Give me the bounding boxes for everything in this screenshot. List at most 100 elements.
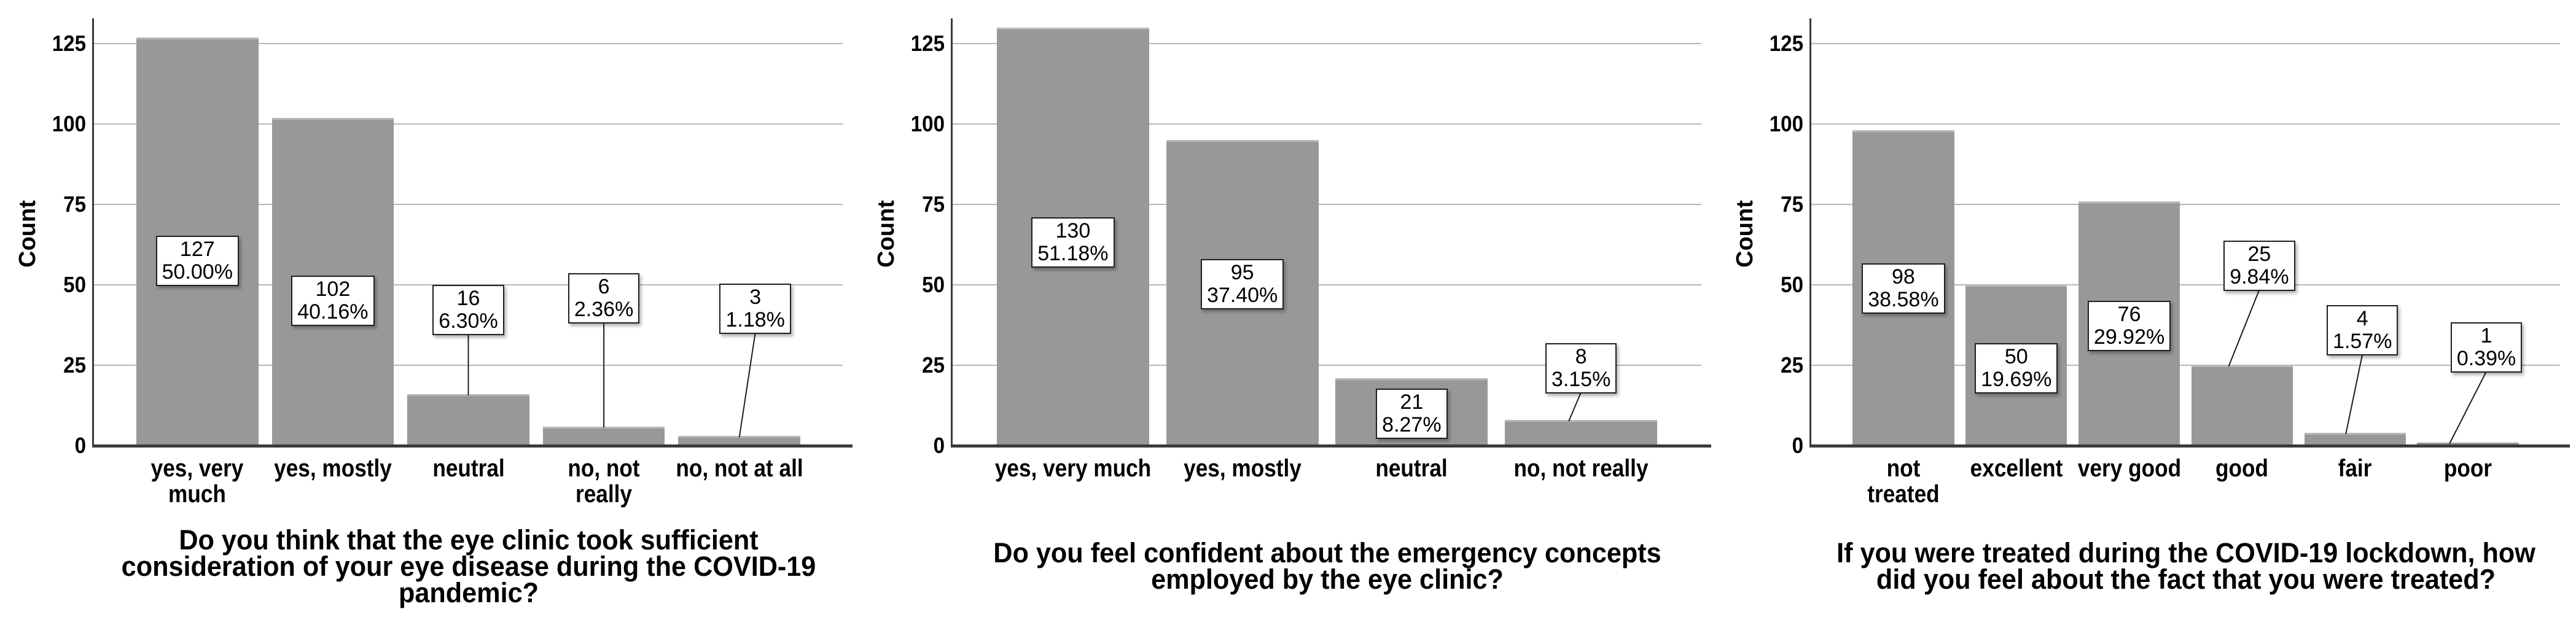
- value-count: 6: [598, 275, 610, 298]
- gridline: [94, 204, 843, 205]
- value-percent: 29.92%: [2093, 325, 2165, 349]
- x-category-label: yes, very much: [93, 455, 302, 507]
- value-count: 4: [2356, 307, 2368, 330]
- gridline: [953, 204, 1701, 205]
- bar: [2304, 433, 2406, 446]
- chart-panel-2: Count 0 25 50 75 100 125 130 51.18% 95 37.40% 21 8.2…: [859, 0, 1717, 628]
- x-category-label: yes, mostly: [228, 455, 437, 481]
- value-label: 102 40.16%: [265, 276, 400, 326]
- x-category-label: very good: [2025, 455, 2234, 481]
- value-label: 76 29.92%: [2062, 301, 2197, 351]
- x-category-line: very good: [2077, 455, 2181, 482]
- y-tick-label: 75: [922, 192, 945, 217]
- y-axis-line: [951, 18, 953, 448]
- value-percent: 50.00%: [162, 260, 233, 284]
- value-label: 8 3.15%: [1513, 343, 1649, 393]
- x-axis-line: [953, 444, 1711, 448]
- value-label: 21 8.27%: [1344, 389, 1479, 439]
- bar: [1505, 420, 1658, 446]
- value-label-box: 127 50.00%: [155, 236, 239, 286]
- gridline: [1811, 123, 2560, 125]
- value-label-box: 25 9.84%: [2223, 241, 2295, 291]
- value-count: 25: [2247, 242, 2271, 266]
- x-category-line: fair: [2338, 455, 2372, 482]
- value-count: 16: [456, 287, 480, 310]
- x-category-label: yes, very much: [969, 455, 1177, 481]
- value-label: 25 9.84%: [2192, 241, 2327, 291]
- value-label: 6 2.36%: [536, 273, 671, 324]
- x-category-line: not: [1886, 455, 1921, 482]
- value-label-box: 95 37.40%: [1200, 259, 1284, 309]
- chart-title-line: If you were treated during the COVID-19 …: [1836, 537, 2535, 568]
- value-count: 8: [1575, 345, 1587, 368]
- x-category-line: good: [2215, 455, 2269, 482]
- value-label: 1 0.39%: [2419, 322, 2554, 373]
- gridline: [953, 123, 1701, 125]
- y-tick-label: 25: [63, 352, 86, 378]
- value-label: 95 37.40%: [1175, 259, 1310, 309]
- value-count: 95: [1230, 261, 1254, 284]
- y-tick-label: 100: [910, 111, 945, 136]
- value-label: 4 1.57%: [2295, 305, 2430, 355]
- y-tick-label: 25: [1781, 352, 1803, 378]
- gridline: [1811, 284, 2560, 285]
- value-percent: 1.57%: [2333, 330, 2392, 353]
- leader-line: [2345, 354, 2363, 435]
- value-count: 127: [179, 238, 215, 261]
- gridline: [953, 43, 1701, 44]
- x-category-line: really: [576, 481, 633, 508]
- value-percent: 38.58%: [1868, 288, 1939, 311]
- value-label-box: 3 1.18%: [719, 284, 791, 334]
- chart-title-line: Do you feel confident about the emergenc…: [993, 537, 1661, 568]
- chart-title: Do you feel confident about the emergenc…: [910, 537, 1745, 595]
- bar: [2417, 442, 2519, 446]
- x-category-line: much: [168, 481, 227, 508]
- bar: [2191, 365, 2293, 446]
- gridline: [953, 284, 1701, 285]
- bar: [407, 394, 529, 446]
- x-category-line: yes, mostly: [274, 455, 392, 482]
- y-tick-label: 25: [922, 352, 945, 378]
- chart-title-line: consideration of your eye disease during…: [121, 550, 816, 582]
- value-label: 50 19.69%: [1949, 343, 2084, 393]
- gridline: [1811, 43, 2560, 44]
- value-percent: 51.18%: [1037, 242, 1109, 265]
- value-count: 98: [1891, 265, 1915, 289]
- y-axis-line: [1809, 18, 1811, 448]
- x-category-label: fair: [2250, 455, 2459, 481]
- leader-line: [738, 332, 756, 438]
- value-label-box: 1 0.39%: [2450, 322, 2523, 373]
- x-category-line: poor: [2443, 455, 2492, 482]
- x-category-line: excellent: [1970, 455, 2063, 482]
- value-percent: 0.39%: [2456, 347, 2516, 370]
- chart-title-line: did you feel about the fact that you wer…: [1876, 564, 2496, 595]
- x-category-label: no, not at all: [635, 455, 844, 481]
- value-count: 102: [315, 277, 351, 301]
- y-axis-line: [92, 18, 94, 448]
- value-percent: 37.40%: [1206, 284, 1278, 307]
- y-tick-label: 125: [910, 31, 945, 56]
- y-tick-label: 75: [1781, 192, 1803, 217]
- chart-title-line: employed by the eye clinic?: [1150, 564, 1504, 595]
- value-label-box: 6 2.36%: [568, 273, 640, 324]
- leader-line: [1568, 392, 1582, 422]
- value-percent: 1.18%: [725, 308, 785, 331]
- x-category-label: yes, mostly: [1138, 455, 1347, 481]
- value-label: 3 1.18%: [688, 284, 823, 334]
- value-percent: 2.36%: [574, 298, 634, 321]
- y-tick-label: 50: [1781, 272, 1803, 297]
- value-percent: 3.15%: [1551, 368, 1611, 391]
- value-label-box: 130 51.18%: [1031, 217, 1115, 268]
- leader-line: [2228, 289, 2260, 367]
- x-category-line: neutral: [1375, 455, 1448, 482]
- value-label-box: 21 8.27%: [1376, 389, 1448, 439]
- y-tick-label: 0: [74, 433, 86, 458]
- value-percent: 9.84%: [2230, 265, 2289, 289]
- value-label: 130 51.18%: [1005, 217, 1141, 268]
- x-category-line: yes, very: [150, 455, 244, 482]
- y-tick-label: 50: [63, 272, 86, 297]
- y-tick-label: 50: [922, 272, 945, 297]
- chart-panel-1: Count 0 25 50 75 100 125 127 50.00% 102 40.16% 16 6.…: [0, 0, 859, 628]
- x-category-label: neutral: [1307, 455, 1516, 481]
